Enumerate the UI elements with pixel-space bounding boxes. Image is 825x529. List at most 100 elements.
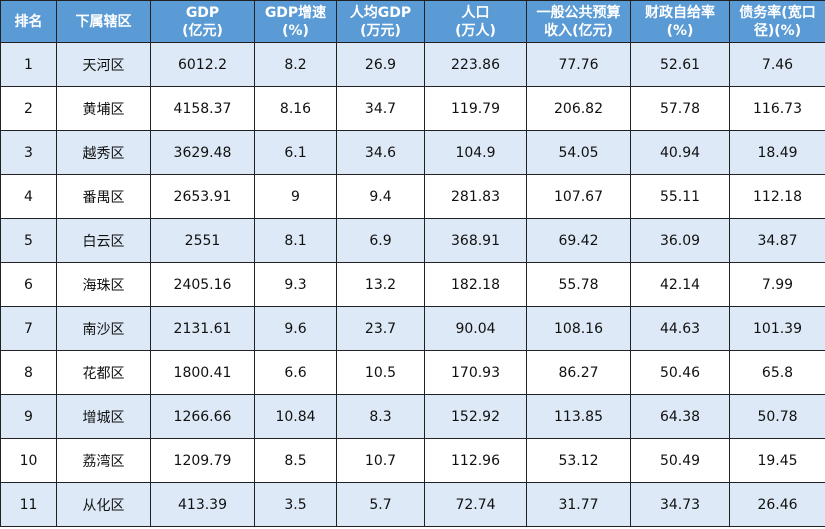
table-cell: 64.38 [630, 394, 730, 439]
column-header: 财政自给率 (%) [630, 0, 730, 43]
table-cell: 荔湾区 [56, 438, 151, 483]
table-cell: 108.16 [526, 306, 631, 351]
table-cell: 8 [0, 350, 57, 395]
table-cell: 8.2 [254, 42, 337, 87]
table-cell: 119.79 [424, 86, 527, 131]
table-cell: 10.84 [254, 394, 337, 439]
table-cell: 69.42 [526, 218, 631, 263]
table-cell: 5.7 [336, 482, 425, 527]
column-header-line: 排名 [14, 13, 43, 30]
table-body: 1 天河区 6012.2 8.2 26.9 223.86 77.76 52.61 7.46 2 黄埔… [0, 42, 825, 527]
table-cell: 南沙区 [56, 306, 151, 351]
table-cell: 7.46 [729, 42, 825, 87]
table-cell: 413.39 [150, 482, 255, 527]
table-cell: 11 [0, 482, 57, 527]
column-header-line: 下属辖区 [75, 13, 132, 30]
table-cell: 4 [0, 174, 57, 219]
column-header: 人均GDP (万元) [336, 0, 425, 43]
table-cell: 34.6 [336, 130, 425, 175]
table-cell: 3.5 [254, 482, 337, 527]
table-cell: 57.78 [630, 86, 730, 131]
table-cell: 3629.48 [150, 130, 255, 175]
table-cell: 107.67 [526, 174, 631, 219]
table-cell: 116.73 [729, 86, 825, 131]
table-cell: 34.7 [336, 86, 425, 131]
table-cell: 26.9 [336, 42, 425, 87]
table-row: 2 黄埔区 4158.37 8.16 34.7 119.79 206.82 57.78 116.… [0, 86, 825, 131]
table-cell: 50.46 [630, 350, 730, 395]
column-header: 下属辖区 [56, 0, 151, 43]
table-cell: 10 [0, 438, 57, 483]
table-cell: 6012.2 [150, 42, 255, 87]
column-header-line: 径)(%) [753, 22, 802, 39]
table-cell: 8.3 [336, 394, 425, 439]
table-cell: 2405.16 [150, 262, 255, 307]
table-cell: 1266.66 [150, 394, 255, 439]
table-cell: 6.9 [336, 218, 425, 263]
table-cell: 10.5 [336, 350, 425, 395]
table-cell: 4158.37 [150, 86, 255, 131]
table-cell: 223.86 [424, 42, 527, 87]
table-cell: 170.93 [424, 350, 527, 395]
table-cell: 54.05 [526, 130, 631, 175]
table-cell: 番禺区 [56, 174, 151, 219]
table-cell: 7 [0, 306, 57, 351]
table-cell: 19.45 [729, 438, 825, 483]
table-cell: 113.85 [526, 394, 631, 439]
table-cell: 2 [0, 86, 57, 131]
table-cell: 34.73 [630, 482, 730, 527]
table-cell: 2131.61 [150, 306, 255, 351]
column-header-line: 债务率(宽口 [739, 4, 816, 21]
table-cell: 44.63 [630, 306, 730, 351]
table-cell: 40.94 [630, 130, 730, 175]
table-cell: 8.16 [254, 86, 337, 131]
column-header-line: 人均GDP [349, 4, 412, 21]
table-cell: 天河区 [56, 42, 151, 87]
table-cell: 90.04 [424, 306, 527, 351]
table-cell: 65.8 [729, 350, 825, 395]
table-cell: 3 [0, 130, 57, 175]
table-row: 1 天河区 6012.2 8.2 26.9 223.86 77.76 52.61 7.46 [0, 42, 825, 87]
table-cell: 182.18 [424, 262, 527, 307]
table-row: 5 白云区 2551 8.1 6.9 368.91 69.42 36.09 34.87 [0, 218, 825, 263]
table-cell: 从化区 [56, 482, 151, 527]
table-cell: 368.91 [424, 218, 527, 263]
table-cell: 9 [254, 174, 337, 219]
table-cell: 77.76 [526, 42, 631, 87]
table-cell: 86.27 [526, 350, 631, 395]
table-cell: 72.74 [424, 482, 527, 527]
table-cell: 34.87 [729, 218, 825, 263]
column-header-line: 一般公共预算 [536, 4, 621, 21]
column-header-line: 人口 [461, 4, 490, 21]
table-cell: 6.6 [254, 350, 337, 395]
table-row: 10 荔湾区 1209.79 8.5 10.7 112.96 53.12 50.49 19.45 [0, 438, 825, 483]
table-cell: 花都区 [56, 350, 151, 395]
column-header: 排名 [0, 0, 57, 43]
table-cell: 2551 [150, 218, 255, 263]
column-header-line: (%) [666, 22, 694, 39]
table-row: 4 番禺区 2653.91 9 9.4 281.83 107.67 55.11 112.18 [0, 174, 825, 219]
table-cell: 1 [0, 42, 57, 87]
column-header-line: (万元) [360, 22, 401, 39]
table-cell: 55.78 [526, 262, 631, 307]
table-row: 11 从化区 413.39 3.5 5.7 72.74 31.77 34.73 26.46 [0, 482, 825, 527]
column-header-line: 财政自给率 [645, 4, 715, 21]
table-cell: 9 [0, 394, 57, 439]
table-cell: 8.5 [254, 438, 337, 483]
table-cell: 黄埔区 [56, 86, 151, 131]
column-header-line: 收入(亿元) [544, 22, 613, 39]
table-cell: 52.61 [630, 42, 730, 87]
table-cell: 50.49 [630, 438, 730, 483]
column-header-line: (万人) [455, 22, 496, 39]
table-cell: 越秀区 [56, 130, 151, 175]
table-cell: 8.1 [254, 218, 337, 263]
table-cell: 海珠区 [56, 262, 151, 307]
column-header: 一般公共预算 收入(亿元) [526, 0, 631, 43]
table-row: 3 越秀区 3629.48 6.1 34.6 104.9 54.05 40.94 18.49 [0, 130, 825, 175]
column-header-line: GDP增速 [264, 4, 327, 21]
table-cell: 13.2 [336, 262, 425, 307]
table-cell: 152.92 [424, 394, 527, 439]
table-cell: 9.6 [254, 306, 337, 351]
table-cell: 101.39 [729, 306, 825, 351]
